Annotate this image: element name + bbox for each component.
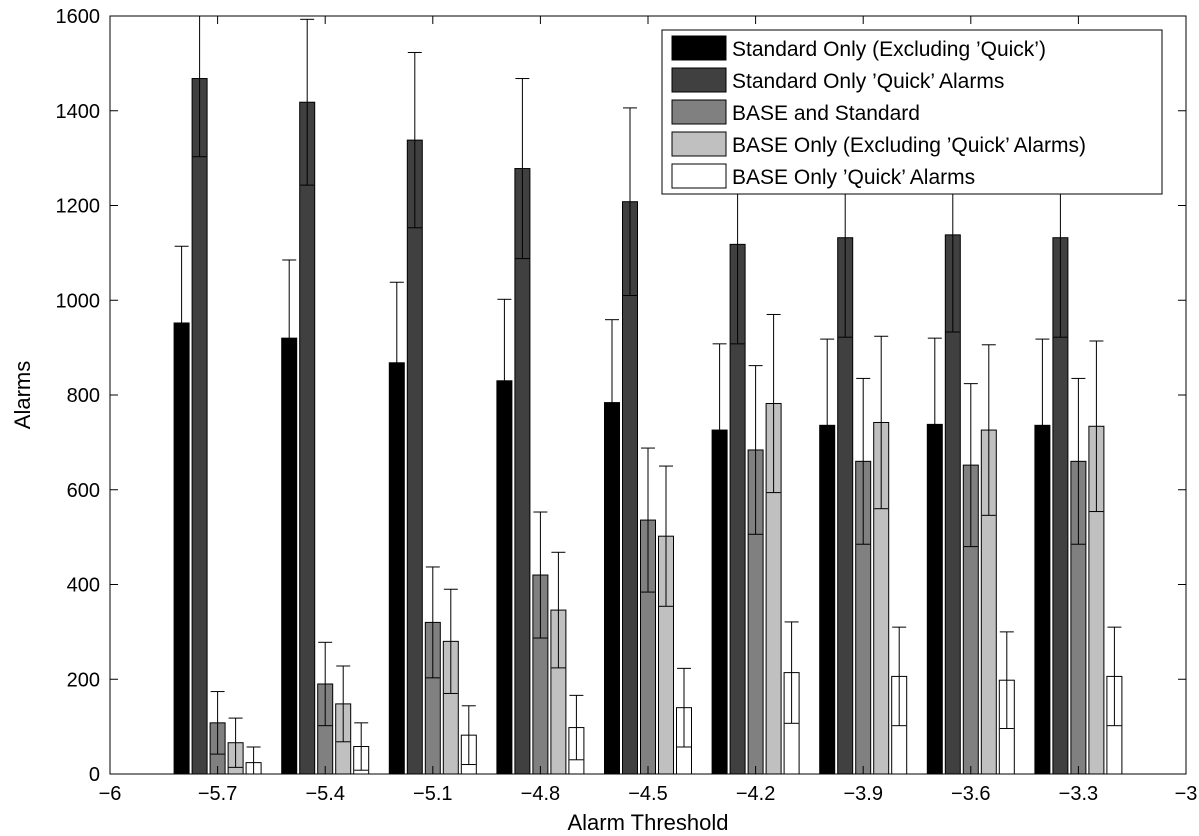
legend-item: BASE and Standard	[671, 99, 920, 125]
x-tick-label: −4.2	[736, 783, 775, 805]
y-tick-label: 600	[67, 480, 100, 502]
y-tick-label: 800	[67, 385, 100, 407]
x-tick-label: −3.6	[951, 783, 990, 805]
legend-item: BASE Only (Excluding ’Quick’ Alarms)	[671, 131, 1086, 157]
error-bar	[999, 631, 1014, 730]
bar	[406, 139, 423, 775]
y-axis-label: Alarms	[10, 361, 35, 429]
legend-label: Standard Only (Excluding ’Quick’)	[732, 38, 1046, 61]
error-bar	[533, 511, 548, 639]
legend-swatch	[671, 99, 727, 125]
error-bar	[605, 319, 619, 486]
bars-layer	[173, 78, 1123, 775]
error-bar	[425, 566, 440, 679]
error-bar	[766, 313, 781, 494]
y-tick-label: 400	[67, 575, 100, 597]
y-tick-label: 0	[89, 764, 100, 786]
error-bar	[569, 694, 584, 761]
legend-label: Standard Only ’Quick’ Alarms	[732, 70, 1004, 93]
x-tick-label: −6	[99, 783, 122, 805]
legend-label: BASE Only (Excluding ’Quick’ Alarms)	[732, 134, 1086, 157]
error-bar	[318, 641, 333, 727]
error-bar	[443, 588, 458, 694]
error-bar	[820, 338, 835, 513]
y-tick-label: 1600	[56, 6, 101, 28]
y-tick-label: 1000	[56, 290, 101, 312]
legend-item: Standard Only (Excluding ’Quick’)	[671, 35, 1046, 61]
legend-box	[661, 29, 1163, 195]
error-bar	[677, 667, 691, 748]
error-bar	[282, 259, 297, 417]
error-bar	[659, 465, 673, 607]
error-bar	[1107, 626, 1122, 727]
legend-label: BASE Only ’Quick’ Alarms	[732, 166, 975, 189]
error-bar	[407, 51, 422, 229]
legend-item: Standard Only ’Quick’ Alarms	[671, 67, 1004, 93]
error-bar	[192, 16, 207, 158]
error-bar	[354, 722, 369, 771]
error-bar	[228, 717, 243, 768]
y-tick-label: 200	[67, 669, 100, 691]
error-bar	[892, 626, 907, 727]
legend-label: BASE and Standard	[732, 102, 920, 125]
error-bar	[963, 383, 978, 548]
error-bar	[246, 746, 261, 774]
axis-ticks: −6 −5.7 −5.4 −5.1 −4.8 −4.5 −4.2 −3.9 −3.6 −3.3 −3…	[56, 6, 1198, 805]
error-bar	[927, 337, 942, 512]
error-bar	[784, 621, 799, 724]
error-bar	[497, 298, 512, 463]
x-tick-label: −5.1	[413, 783, 452, 805]
legend-swatch	[671, 163, 727, 189]
error-bar	[1071, 377, 1086, 545]
legend-item: BASE Only ’Quick’ Alarms	[671, 163, 975, 189]
error-bar	[461, 705, 476, 766]
error-bar	[515, 78, 530, 260]
y-tick-label: 1200	[56, 196, 101, 218]
error-bar	[1089, 340, 1104, 513]
legend-swatch	[671, 131, 727, 157]
legend-swatch	[671, 67, 727, 93]
error-bar	[389, 281, 404, 444]
x-tick-label: −4.5	[628, 783, 667, 805]
error-bar	[300, 18, 315, 186]
error-bar	[641, 447, 655, 593]
legend: Standard Only (Excluding ’Quick’) Standar…	[661, 29, 1163, 195]
error-bar	[874, 335, 889, 510]
x-tick-label: −5.7	[198, 783, 237, 805]
error-bar	[336, 665, 351, 743]
legend-swatch	[671, 35, 727, 61]
error-bar	[623, 107, 637, 297]
error-bar	[856, 377, 871, 545]
bar	[514, 168, 531, 775]
bar	[191, 78, 208, 775]
y-tick-label: 1400	[56, 101, 101, 123]
bar	[299, 101, 316, 775]
error-bar	[210, 691, 225, 755]
error-bar	[712, 343, 727, 517]
x-tick-label: −3	[1175, 783, 1198, 805]
x-tick-label: −3.9	[843, 783, 882, 805]
error-bar	[981, 344, 996, 516]
x-tick-label: −4.8	[521, 783, 560, 805]
error-bar	[1035, 338, 1050, 513]
error-bar	[551, 551, 566, 669]
error-bar	[748, 365, 763, 535]
x-tick-label: −5.4	[305, 783, 344, 805]
x-axis-label: Alarm Threshold	[568, 810, 729, 835]
error-bar	[174, 245, 189, 401]
x-tick-label: −3.3	[1059, 783, 1098, 805]
